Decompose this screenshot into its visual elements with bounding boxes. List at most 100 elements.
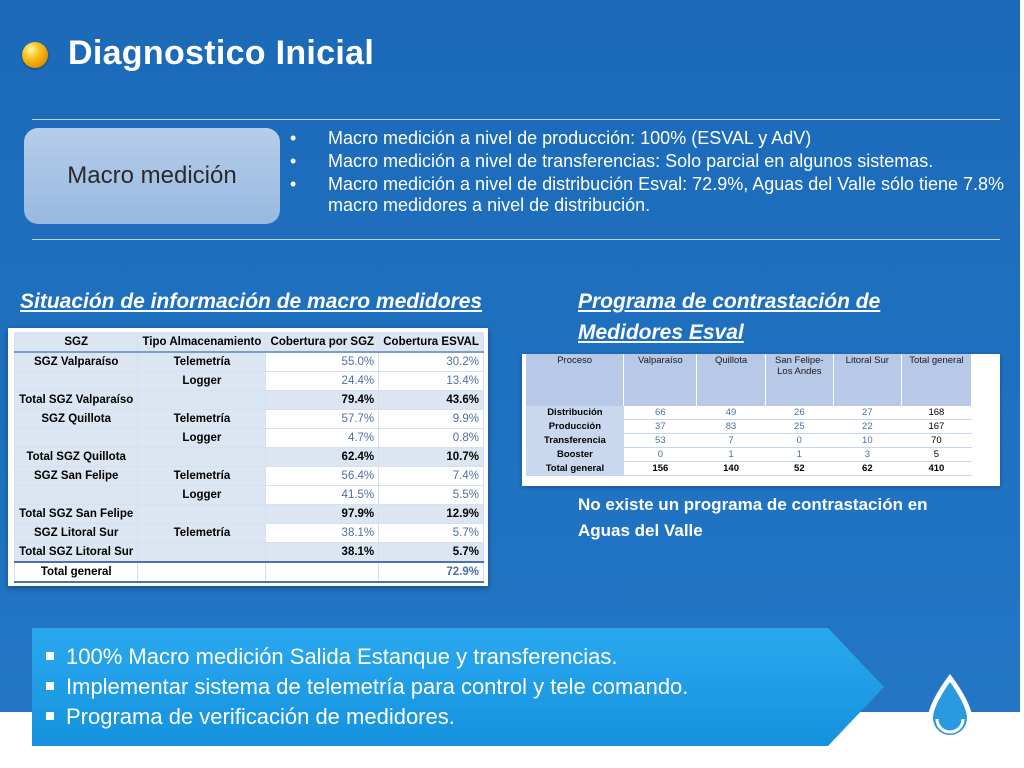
table-cell: 26 [765, 406, 834, 420]
table-cell: 49 [696, 406, 766, 420]
table-row: Total general 156 140 52 62 410 [526, 461, 972, 476]
table-cell: 27 [833, 406, 902, 420]
table-row: SGZ Litoral Sur Telemetría 38.1% 5.7% [13, 523, 484, 543]
table-row: Distribución 66 49 26 27 168 [526, 406, 972, 420]
table-cell: 1 [696, 447, 766, 462]
table-row: Booster 0 1 1 3 5 [526, 447, 972, 462]
table-cell: 7 [696, 433, 766, 448]
action-item: Programa de verificación de medidores. [44, 702, 688, 732]
table-row: Logger 4.7% 0.8% [13, 428, 484, 448]
table-cell [13, 428, 139, 448]
table-cell: 410 [901, 461, 972, 476]
table-cell: 0.8% [378, 428, 484, 448]
sgz-table: SGZ Tipo Almacenamiento Cobertura por SG… [13, 332, 484, 583]
table-cell: 10.7% [378, 447, 484, 467]
action-list: 100% Macro medición Salida Estanque y tr… [44, 642, 688, 732]
table-row: SGZ San Felipe Telemetría 56.4% 7.4% [13, 466, 484, 486]
table-cell: SGZ Valparaíso [13, 351, 139, 372]
table-cell: 56.4% [265, 466, 380, 486]
table-cell: 5 [901, 447, 972, 462]
column-header: Cobertura por SGZ [265, 332, 380, 353]
macro-bullet-list: Macro medición a nivel de producción: 10… [290, 128, 1010, 218]
table-cell: 70 [901, 433, 972, 448]
table-cell [265, 561, 380, 583]
table-cell: 83 [696, 419, 766, 434]
table-cell [137, 561, 267, 583]
table-cell: Logger [137, 485, 267, 505]
table-row: Logger 41.5% 5.5% [13, 485, 484, 505]
table-cell: Telemetría [137, 409, 267, 429]
table-cell: 97.9% [265, 504, 380, 524]
table-cell: Logger [137, 371, 267, 391]
esval-table-panel: Proceso Valparaíso Quillota San Felipe-L… [522, 354, 1000, 486]
table-cell: SGZ Litoral Sur [13, 523, 139, 543]
table-cell: 0 [765, 433, 834, 448]
right-section-title: Programa de contrastación de Medidores E… [578, 290, 881, 344]
page-title: Diagnostico Inicial [68, 34, 375, 72]
table-cell [137, 504, 267, 524]
table-cell: 7.4% [378, 466, 484, 486]
table-row: Total general 72.9% [13, 561, 484, 583]
column-header: San Felipe-Los Andes [765, 354, 834, 406]
column-header: Litoral Sur [833, 354, 902, 406]
divider-bottom [32, 239, 1000, 240]
column-header: SGZ [13, 332, 139, 353]
table-cell: 66 [623, 406, 697, 420]
table-cell: 62.4% [265, 447, 380, 467]
table-cell: 72.9% [378, 561, 484, 583]
esval-table-body: Distribución 66 49 26 27 168 Producción 37 83 25 2… [526, 406, 972, 476]
table-row: Total SGZ Quillota 62.4% 10.7% [13, 447, 484, 467]
table-cell: 43.6% [378, 390, 484, 410]
table-cell: Total general [526, 461, 624, 476]
table-cell: 168 [901, 406, 972, 420]
column-header: Tipo Almacenamiento [137, 332, 267, 353]
action-arrow-banner [32, 628, 884, 746]
column-header: Total general [901, 354, 973, 406]
table-header-row: Proceso Valparaíso Quillota San Felipe-L… [526, 354, 973, 406]
table-cell: 57.7% [265, 409, 380, 429]
table-row: Transferencia 53 7 0 10 70 [526, 433, 972, 448]
table-row: SGZ Quillota Telemetría 57.7% 9.9% [13, 409, 484, 429]
table-cell: 24.4% [265, 371, 380, 391]
left-section-title: Situación de información de macro medido… [20, 290, 483, 313]
table-cell [137, 447, 267, 467]
table-cell: 38.1% [265, 523, 380, 543]
table-cell [137, 542, 267, 563]
table-row: Total SGZ San Felipe 97.9% 12.9% [13, 504, 484, 524]
table-cell: 156 [623, 461, 697, 476]
macro-medicion-label: Macro medición [24, 128, 280, 224]
table-cell: 5.5% [378, 485, 484, 505]
table-cell: SGZ Quillota [13, 409, 139, 429]
table-cell: 22 [833, 419, 902, 434]
divider-top [32, 119, 1000, 120]
table-cell: 1 [765, 447, 834, 462]
column-header: Valparaíso [623, 354, 698, 406]
table-cell: Telemetría [137, 351, 267, 372]
table-cell: 12.9% [378, 504, 484, 524]
table-cell: Total SGZ Quillota [13, 447, 139, 467]
table-row: Logger 24.4% 13.4% [13, 371, 484, 391]
sgz-table-body: SGZ Valparaíso Telemetría 55.0% 30.2% Logger… [13, 351, 484, 583]
table-row: SGZ Valparaíso Telemetría 55.0% 30.2% [13, 351, 484, 372]
column-header: Cobertura ESVAL [378, 332, 484, 353]
table-cell: 0 [623, 447, 697, 462]
table-cell: 5.7% [378, 523, 484, 543]
table-cell [13, 485, 139, 505]
table-cell: 10 [833, 433, 902, 448]
macro-bullet: Macro medición a nivel de distribución E… [290, 174, 1010, 216]
action-item: 100% Macro medición Salida Estanque y tr… [44, 642, 688, 672]
esval-table: Proceso Valparaíso Quillota San Felipe-L… [526, 354, 973, 476]
table-header-row: SGZ Tipo Almacenamiento Cobertura por SG… [13, 332, 484, 353]
table-cell: Total SGZ San Felipe [13, 504, 139, 524]
table-row: Total SGZ Valparaíso 79.4% 43.6% [13, 390, 484, 410]
table-cell: 62 [833, 461, 902, 476]
table-cell: 79.4% [265, 390, 380, 410]
column-header: Quillota [696, 354, 766, 406]
table-cell: 3 [833, 447, 902, 462]
slide-edge [1020, 0, 1024, 768]
table-cell [137, 390, 267, 410]
table-cell: Telemetría [137, 523, 267, 543]
table-cell: 30.2% [378, 351, 484, 372]
table-cell: Total SGZ Litoral Sur [13, 542, 139, 563]
